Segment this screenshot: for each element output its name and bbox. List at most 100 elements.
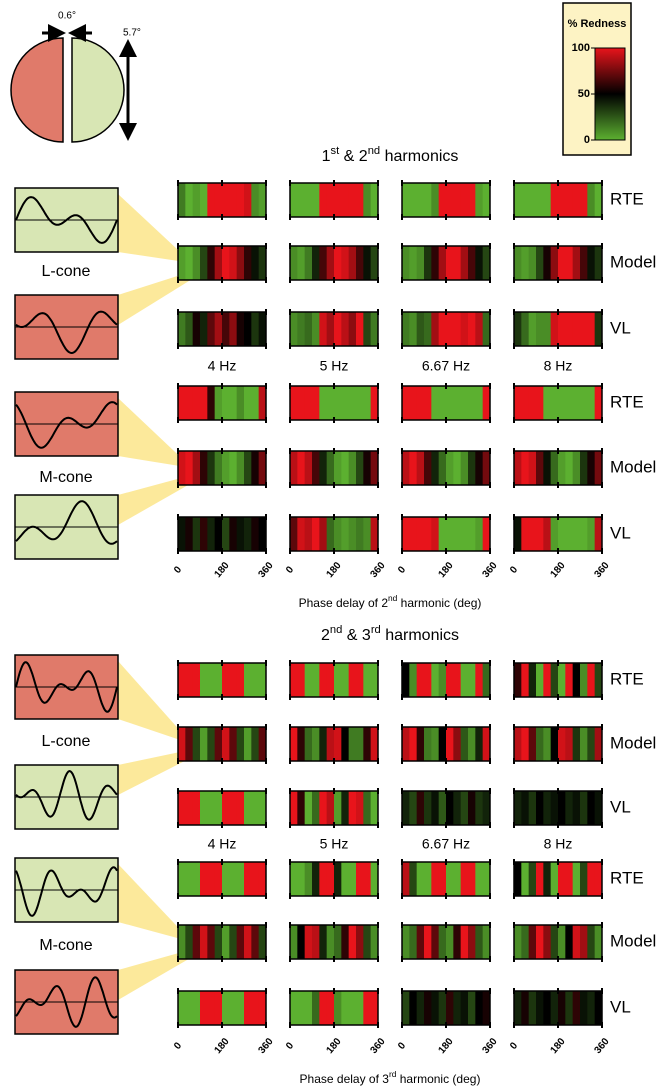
strip-cell [193,517,201,551]
strip-cell [237,991,245,1025]
strip-cell [595,386,603,420]
strip-cell [207,663,215,697]
x-tick-label: 360 [481,560,500,580]
section-title-part: 2 [321,627,330,644]
strip-cell [356,183,364,217]
strip-cell [178,991,186,1025]
strip-cell [356,246,364,280]
strip-cell [244,727,252,761]
strip-cell [341,386,349,420]
frequency-label: 6.67 Hz [422,358,470,374]
strip-cell [424,991,432,1025]
x-tick-label: 360 [369,1036,388,1056]
strip-cell [551,183,559,217]
strip-cell [371,791,379,825]
x-tick-label: 360 [593,560,612,580]
strip-cell [446,451,454,485]
strip-cell [251,663,259,697]
strip-cell [305,246,313,280]
strip-cell [341,517,349,551]
strip-cell [305,991,313,1025]
strip-cell [439,862,447,896]
x-tick-label: 360 [593,1036,612,1056]
strip-cell [409,386,417,420]
strip-cell [514,386,522,420]
strip-cell [573,663,581,697]
strip-cell [468,517,476,551]
strip-cell [237,663,245,697]
strip-cell [483,925,491,959]
strip-cell [439,925,447,959]
section-title-part: & 3 [342,627,371,644]
strip-cell [431,517,439,551]
strip-cell [439,312,447,346]
strip-cell [297,312,305,346]
strip-cell [446,517,454,551]
strip-cell [587,386,595,420]
strip-cell [237,312,245,346]
strip-cell [222,663,230,697]
strip-cell [290,517,298,551]
x-axis-label: Phase delay of 3rd harmonic (deg) [300,1069,481,1086]
strip-cell [475,386,483,420]
strip-cell [207,791,215,825]
strip-cell [483,183,491,217]
strip-cell [565,451,573,485]
strip-cell [409,727,417,761]
x-axis-label-part: Phase delay of 2 [299,596,389,610]
strip-cell [200,386,208,420]
strip-cell [290,862,298,896]
strip-cell [244,386,252,420]
strip-cell [536,925,544,959]
strip-cell [580,791,588,825]
strip-cell [565,663,573,697]
strip-cell [349,862,357,896]
row-label: Model [610,733,656,752]
x-tick-label: 360 [257,1036,276,1056]
strip-cell [461,246,469,280]
strip-cell [417,791,425,825]
strip-cell [312,663,320,697]
strip-cell [551,246,559,280]
strip-cell [529,663,537,697]
strip-cell [356,991,364,1025]
strip-cell [424,451,432,485]
strip-cell [580,517,588,551]
strip-cell [297,862,305,896]
strip-cell [551,727,559,761]
strip-cell [529,312,537,346]
strip-cell [417,451,425,485]
strip-cell [558,791,566,825]
strip-cell [319,991,327,1025]
strip-cell [431,727,439,761]
strip-cell [453,517,461,551]
strip-cell [580,451,588,485]
strip-cell [290,246,298,280]
strip-cell [215,183,223,217]
strip-cell [558,386,566,420]
strip-cell [178,727,186,761]
strip-cell [514,663,522,697]
strip-cell [229,517,237,551]
strip-cell [259,925,267,959]
strip-cell [200,246,208,280]
strip-cell [363,991,371,1025]
strip-cell [483,791,491,825]
strip-cell [558,312,566,346]
strip-cell [207,183,215,217]
strip-cell [529,451,537,485]
strip-cell [185,727,193,761]
strip-cell [461,991,469,1025]
strip-cell [200,925,208,959]
strip-cell [468,451,476,485]
strip-cell [536,451,544,485]
strip-cell [215,727,223,761]
strip-cell [409,312,417,346]
row-label: Model [610,931,656,950]
strip-cell [251,925,259,959]
strip-cell [439,663,447,697]
x-tick-label: 0 [172,1040,184,1052]
strip-cell [178,312,186,346]
strip-cell [178,925,186,959]
strip-cell [595,246,603,280]
